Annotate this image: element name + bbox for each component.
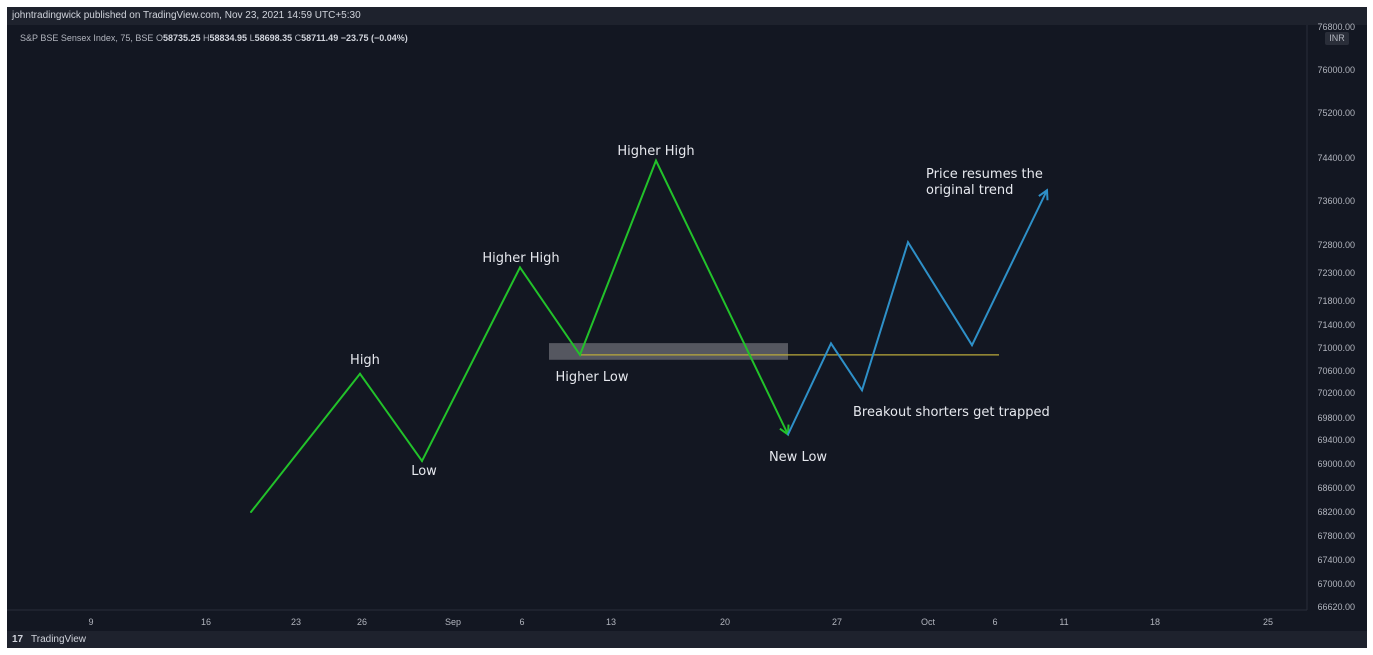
price-tick-label: 70600.00 (1317, 366, 1355, 376)
time-tick-label: 13 (606, 617, 616, 627)
annotation-higher-high-1: Higher High (482, 251, 559, 266)
price-tick-label: 67800.00 (1317, 531, 1355, 541)
trend-point (787, 433, 789, 436)
open-prefix: O (155, 33, 163, 43)
trend-point (907, 241, 909, 244)
price-chart[interactable]: INR 76800.00 76000.00 75200.00 74400.00 736… (7, 7, 1367, 648)
support-zone-rect (549, 343, 788, 360)
price-tick-label: 71000.00 (1317, 343, 1355, 353)
price-tick-label: 71400.00 (1317, 320, 1355, 330)
publish-info: johntradingwick published on TradingView… (12, 10, 361, 21)
trend-arrowhead-2 (1038, 188, 1049, 201)
price-label-top-partial: 76800.00 (1317, 22, 1355, 32)
annotation-higher-high-2: Higher High (617, 144, 694, 159)
time-tick-labels: 9 16 23 26 Sep 6 13 20 27 Oct 6 11 18 25 (88, 617, 1273, 627)
price-tick-label: 67400.00 (1317, 555, 1355, 565)
time-tick-label: 6 (992, 617, 997, 627)
price-tick-label: 71800.00 (1317, 296, 1355, 306)
price-tick-label: 72800.00 (1317, 240, 1355, 250)
trend-point (971, 344, 973, 347)
trend-point (421, 460, 423, 462)
change-value: −23.75 (−0.04%) (340, 33, 408, 43)
low-value: 58698.35 (254, 33, 293, 43)
time-tick-label: 16 (201, 617, 211, 627)
footer-bar: 17 TradingView (7, 631, 1367, 648)
price-tick-label: 74400.00 (1317, 153, 1355, 163)
annotation-new-low: New Low (769, 450, 827, 465)
trend-point (579, 353, 581, 356)
chart-frame: johntradingwick published on TradingView… (7, 7, 1367, 648)
publish-bar: johntradingwick published on TradingView… (7, 7, 1367, 25)
high-value: 58834.95 (209, 33, 248, 43)
close-prefix: C (294, 33, 302, 43)
trend-point (519, 266, 521, 269)
close-value: 58711.49 (301, 33, 339, 43)
time-tick-label: 6 (519, 617, 524, 627)
price-tick-label: 72300.00 (1317, 268, 1355, 278)
trend-point (861, 389, 863, 392)
time-tick-label: 27 (832, 617, 842, 627)
time-tick-label: Oct (921, 617, 936, 627)
price-tick-label: 75200.00 (1317, 108, 1355, 118)
trend-line-1 (250, 158, 789, 513)
annotation-low: Low (411, 464, 437, 479)
price-tick-label: 68600.00 (1317, 483, 1355, 493)
price-tick-label: 76000.00 (1317, 65, 1355, 75)
time-tick-label: Sep (445, 617, 461, 627)
time-tick-label: 11 (1059, 617, 1068, 627)
time-tick-label: 18 (1150, 617, 1160, 627)
price-tick-label: 69800.00 (1317, 413, 1355, 423)
annotation-higher-low: Higher Low (556, 370, 629, 385)
tradingview-brand[interactable]: TradingView (31, 634, 87, 645)
price-tick-label: 70200.00 (1317, 388, 1355, 398)
price-tick-label: 66620.00 (1317, 602, 1355, 612)
trend-point (359, 372, 361, 375)
annotation-high: High (350, 353, 380, 368)
low-prefix: L (249, 33, 255, 43)
chart-annotations: High Low Higher High Higher Low Higher H… (350, 144, 1050, 479)
trend-point (655, 159, 657, 162)
price-tick-labels: 76000.00 75200.00 74400.00 73600.00 72800.00… (1317, 65, 1355, 612)
time-tick-label: 23 (291, 617, 301, 627)
annotation-price-resumes-line2: original trend (926, 183, 1013, 198)
time-tick-label: 26 (357, 617, 367, 627)
symbol-name: S&P BSE Sensex Index, 75, BSE (20, 33, 154, 43)
open-value: 58735.25 (162, 33, 201, 43)
price-axis-bg (1307, 25, 1367, 631)
high-prefix: H (203, 33, 210, 43)
time-tick-label: 25 (1263, 617, 1273, 627)
annotation-price-resumes-line1: Price resumes the (926, 167, 1043, 182)
tradingview-logo[interactable]: 17 (12, 634, 24, 645)
price-tick-label: 68200.00 (1317, 507, 1355, 517)
price-tick-label: 69400.00 (1317, 435, 1355, 445)
trend-line-2 (787, 189, 1048, 435)
symbol-legend: S&P BSE Sensex Index, 75, BSE O58735.25 … (20, 33, 408, 43)
currency-badge (1325, 32, 1349, 45)
trend-point (830, 342, 832, 345)
trend-point (250, 511, 252, 513)
currency-label: INR (1329, 33, 1345, 43)
time-tick-label: 9 (88, 617, 93, 627)
price-tick-label: 67000.00 (1317, 579, 1355, 589)
price-tick-label: 73600.00 (1317, 196, 1355, 206)
time-tick-label: 20 (720, 617, 730, 627)
annotation-breakout-trapped: Breakout shorters get trapped (853, 405, 1050, 420)
chart-marks (250, 158, 1049, 513)
price-tick-label: 69000.00 (1317, 459, 1355, 469)
